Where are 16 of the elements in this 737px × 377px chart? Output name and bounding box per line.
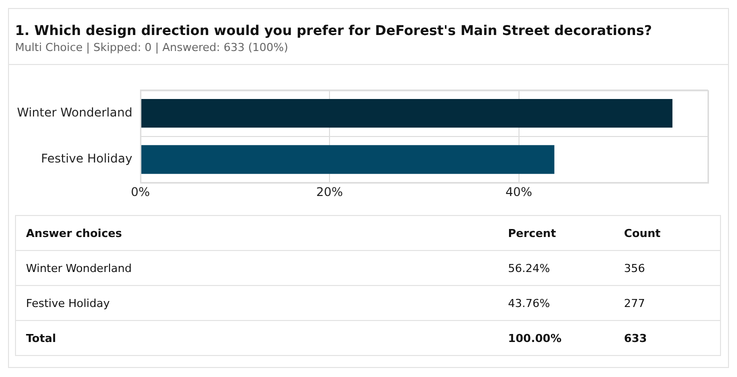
text: 633	[614, 320, 720, 356]
text: 56.24%	[498, 250, 614, 286]
x-tick-label: 20%	[316, 184, 343, 199]
category-label: Festive Holiday	[26, 296, 110, 310]
text: Percent	[498, 216, 614, 250]
x-tick-label: 40%	[505, 184, 532, 199]
text: 356	[614, 250, 720, 286]
text: 277	[614, 286, 720, 320]
text: 43.76%	[498, 286, 614, 320]
x-tick-label: 0%	[130, 184, 150, 199]
text: Count	[614, 216, 720, 250]
chart-title: 1. Which design direction would you prefer for DeForest's Main Street decorations?	[15, 23, 653, 39]
text: Answer choices	[16, 216, 498, 250]
chart-subtitle: Multi Choice | Skipped: 0 | Answered: 633 (100%)	[15, 41, 290, 54]
text: Total	[16, 320, 498, 356]
text: 100.00%	[498, 320, 614, 356]
